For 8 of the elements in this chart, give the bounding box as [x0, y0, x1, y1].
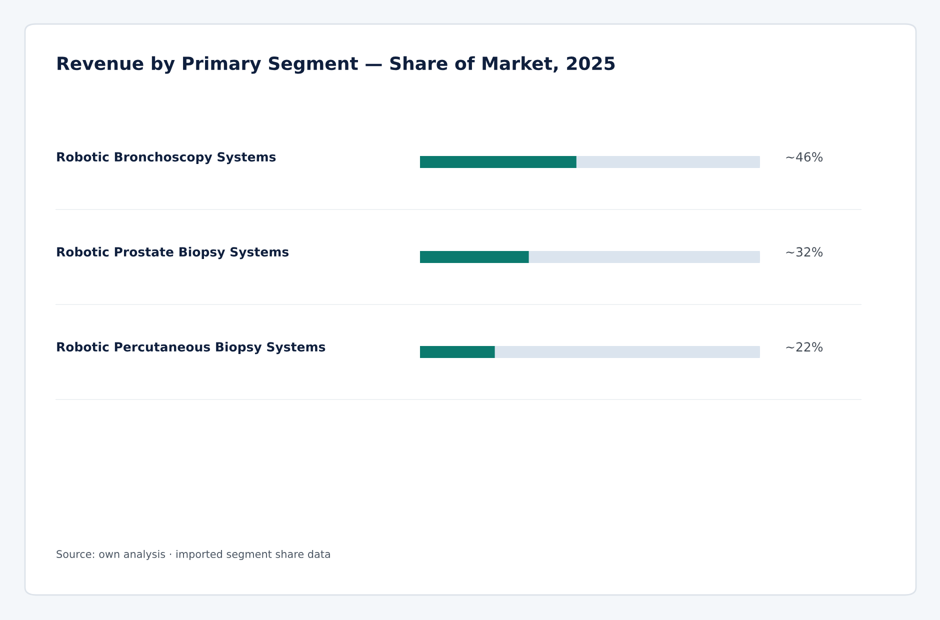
source-note: Source: own analysis · imported segment share data — [56, 550, 330, 560]
data-label: ~32% — [786, 247, 823, 257]
data-label: ~22% — [786, 342, 823, 352]
y-tick-label: Robotic Prostate Biopsy Systems — [57, 246, 289, 260]
chart-title: Revenue by Primary Segment — Share of Market, 2025 — [58, 56, 615, 74]
data-label: ~46% — [786, 152, 823, 162]
y-tick-label: Robotic Bronchoscopy Systems — [57, 152, 276, 164]
y-tick-label: Robotic Percutaneous Biopsy Systems — [57, 342, 326, 354]
